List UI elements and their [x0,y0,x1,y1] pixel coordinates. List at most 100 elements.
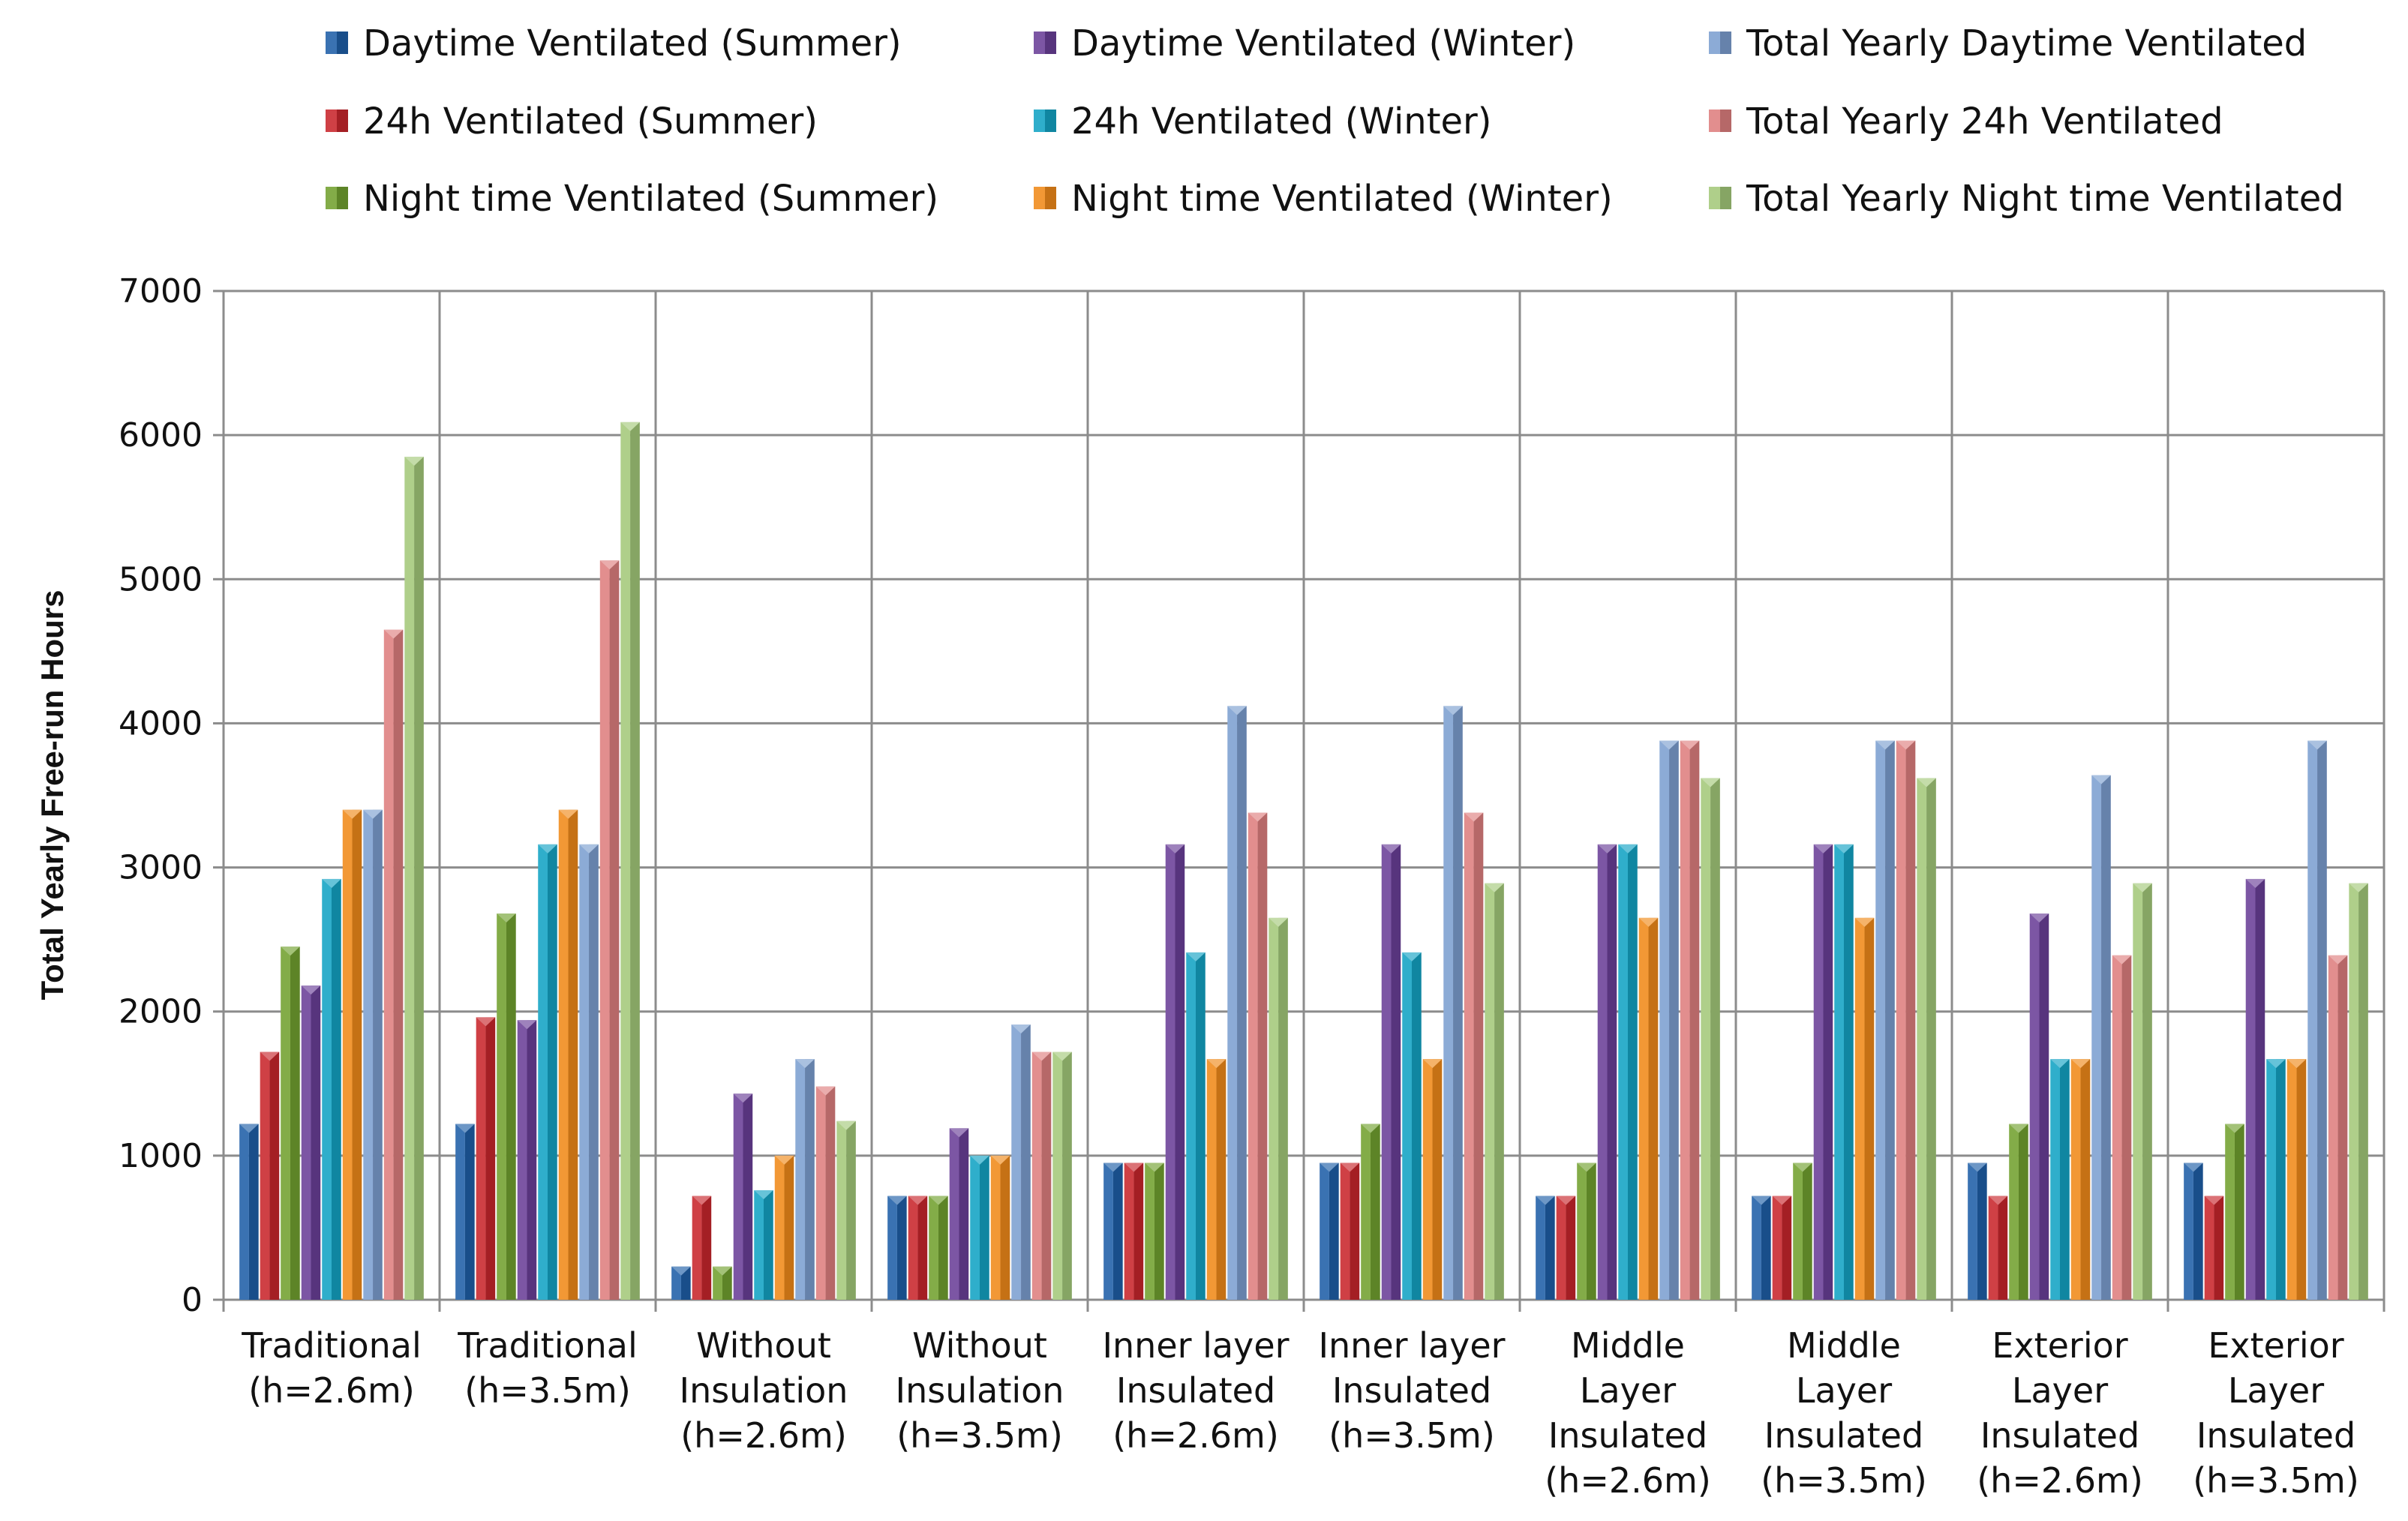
bar-cap [517,1020,537,1030]
x-category-label: Layer [1796,1370,1892,1411]
bar-face-left [795,1059,806,1300]
bar [281,946,300,1300]
x-category-label: (h=3.5m) [2193,1460,2359,1501]
bar-face-right [1926,778,1936,1300]
y-tick-label: 5000 [119,560,203,598]
legend-item: Total Yearly 24h Ventilated [1709,100,2223,142]
bar-face-right [2101,775,2111,1300]
bar-cap [774,1155,794,1165]
bar [1103,1162,1123,1300]
legend-item: 24h Ventilated (Summer) [326,100,818,142]
x-category-label: Without [912,1325,1047,1366]
bar-face-left [455,1124,465,1300]
bar-face-right [1041,1052,1052,1300]
bar-face-right [1000,1155,1010,1300]
bar-face-left [322,878,332,1300]
y-tick-label: 7000 [119,272,203,310]
bar-face-right [1216,1059,1227,1300]
bar-face-right [1628,844,1638,1300]
legend: Daytime Ventilated (Summer) 24h Ventilate… [326,22,2344,220]
bar [908,1196,928,1300]
bar-cap [2349,883,2368,892]
x-category-label: Traditional [241,1325,422,1366]
bar [2009,1124,2028,1300]
bar [1485,883,1504,1300]
bar-face-left [1485,883,1495,1300]
bar-cap [815,1086,836,1096]
bar-cap [1402,952,1422,962]
bar-face-right [464,1124,475,1300]
bar-face-left [579,844,590,1300]
bar-face-left [1052,1052,1063,1300]
bar-face-left [1752,1196,1761,1300]
legend-swatch-shade [1045,187,1056,209]
bar-cap [1680,740,1700,750]
bar-cap [2266,1059,2286,1069]
bar [2328,955,2348,1300]
bar-face-left [1813,844,1824,1300]
legend-swatch [1034,187,1045,209]
bar-face-right [527,1020,537,1300]
bar-face-left [1701,778,1711,1300]
bar-cap [1227,706,1247,716]
bar [517,1020,537,1300]
bar-face-left [404,456,415,1300]
bar-cap [1813,844,1833,854]
bar-cap [836,1120,856,1130]
bar-face-right [1998,1196,2008,1300]
bar [990,1155,1010,1300]
bar-face-left [2245,878,2256,1300]
bar-face-left [1103,1162,1113,1300]
bar-cap [1165,844,1185,854]
bar-face-left [342,809,353,1300]
legend-label: Daytime Ventilated (Winter) [1071,22,1575,64]
bar-cap [795,1059,815,1069]
bar [558,809,578,1300]
bar-cap [1124,1162,1144,1172]
bar [1875,740,1895,1300]
bar-face-right [2080,1059,2091,1300]
bar-face-right [1350,1162,1360,1300]
bar-face-left [2266,1059,2276,1300]
bar-cap [2050,1059,2070,1069]
bar-face-left [1186,952,1196,1300]
bar [2204,1196,2224,1300]
bar-face-left [2307,740,2318,1300]
bar-face-left [538,844,548,1300]
bar-face-right [2121,955,2132,1300]
bar-face-right [1133,1162,1144,1300]
bar-face-right [1648,917,1659,1300]
bar-face-left [363,809,374,1300]
bar-cap [692,1196,712,1205]
bar [538,844,557,1300]
bar-face-left [239,1124,249,1300]
bar-cap [281,946,300,956]
bar-face-left [1556,1196,1566,1300]
legend-item: Total Yearly Daytime Ventilated [1709,22,2307,64]
bar-face-right [2142,883,2152,1300]
bar-face-right [846,1120,856,1300]
x-category-label: Insulated [1548,1415,1707,1456]
bar-face-right [784,1155,794,1300]
bar-face-right [2193,1162,2203,1300]
bar [949,1128,969,1300]
bar-face-left [949,1128,959,1300]
bar-face-left [497,914,506,1300]
bar-cap [1968,1162,1987,1172]
bar-cap [1340,1162,1360,1172]
legend-swatch-shade [1720,110,1731,132]
bar-face-left [2091,775,2102,1300]
y-tick-label: 6000 [119,416,203,454]
x-category-label: (h=2.6m) [248,1370,415,1411]
bar [1597,844,1617,1300]
y-tick-label: 4000 [119,704,203,742]
bar-face-right [1432,1059,1443,1300]
bar-face-right [2296,1059,2307,1300]
bar [1248,812,1268,1300]
bar-face-left [692,1196,702,1300]
bar [497,914,516,1300]
x-category-label: Insulated [2196,1415,2355,1456]
bar-cap [1793,1162,1812,1172]
